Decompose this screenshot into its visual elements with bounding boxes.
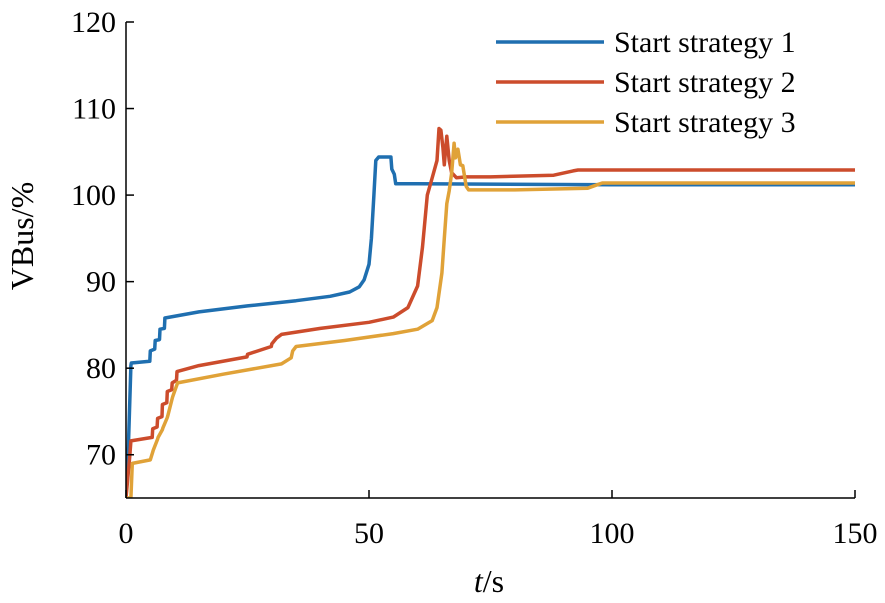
x-tick-label: 0 — [119, 517, 134, 550]
series-line-3 — [126, 141, 855, 498]
y-tick-label: 120 — [71, 6, 116, 39]
y-tick-label: 80 — [86, 352, 116, 385]
x-tick-label: 100 — [590, 517, 635, 550]
y-tick-label: 70 — [86, 439, 116, 472]
series-layer — [126, 126, 855, 498]
series-line-2 — [126, 126, 855, 498]
legend-item-2: Start strategy 2 — [496, 66, 796, 99]
x-tick-label: 50 — [354, 517, 384, 550]
legend-label: Start strategy 1 — [614, 26, 796, 59]
legend-item-3: Start strategy 3 — [496, 106, 796, 139]
y-tick-label: 100 — [71, 179, 116, 212]
series-line-1 — [126, 155, 855, 498]
y-axis-label: VBus/% — [4, 182, 40, 290]
x-axis-label-unit: /s — [483, 563, 504, 599]
legend-label: Start strategy 3 — [614, 106, 796, 139]
legend-item-1: Start strategy 1 — [496, 26, 796, 59]
y-tick-label: 90 — [86, 266, 116, 299]
axes-layer: 70 80 90 100 110 120 0 50 100 150 — [71, 6, 878, 550]
x-tick-label: 150 — [833, 517, 878, 550]
legend-label: Start strategy 2 — [614, 66, 796, 99]
x-axis-label: t/s — [474, 563, 504, 599]
legend: Start strategy 1 Start strategy 2 Start st… — [496, 26, 796, 139]
y-tick-label: 110 — [72, 93, 116, 126]
x-axis-label-symbol: t — [474, 563, 484, 599]
